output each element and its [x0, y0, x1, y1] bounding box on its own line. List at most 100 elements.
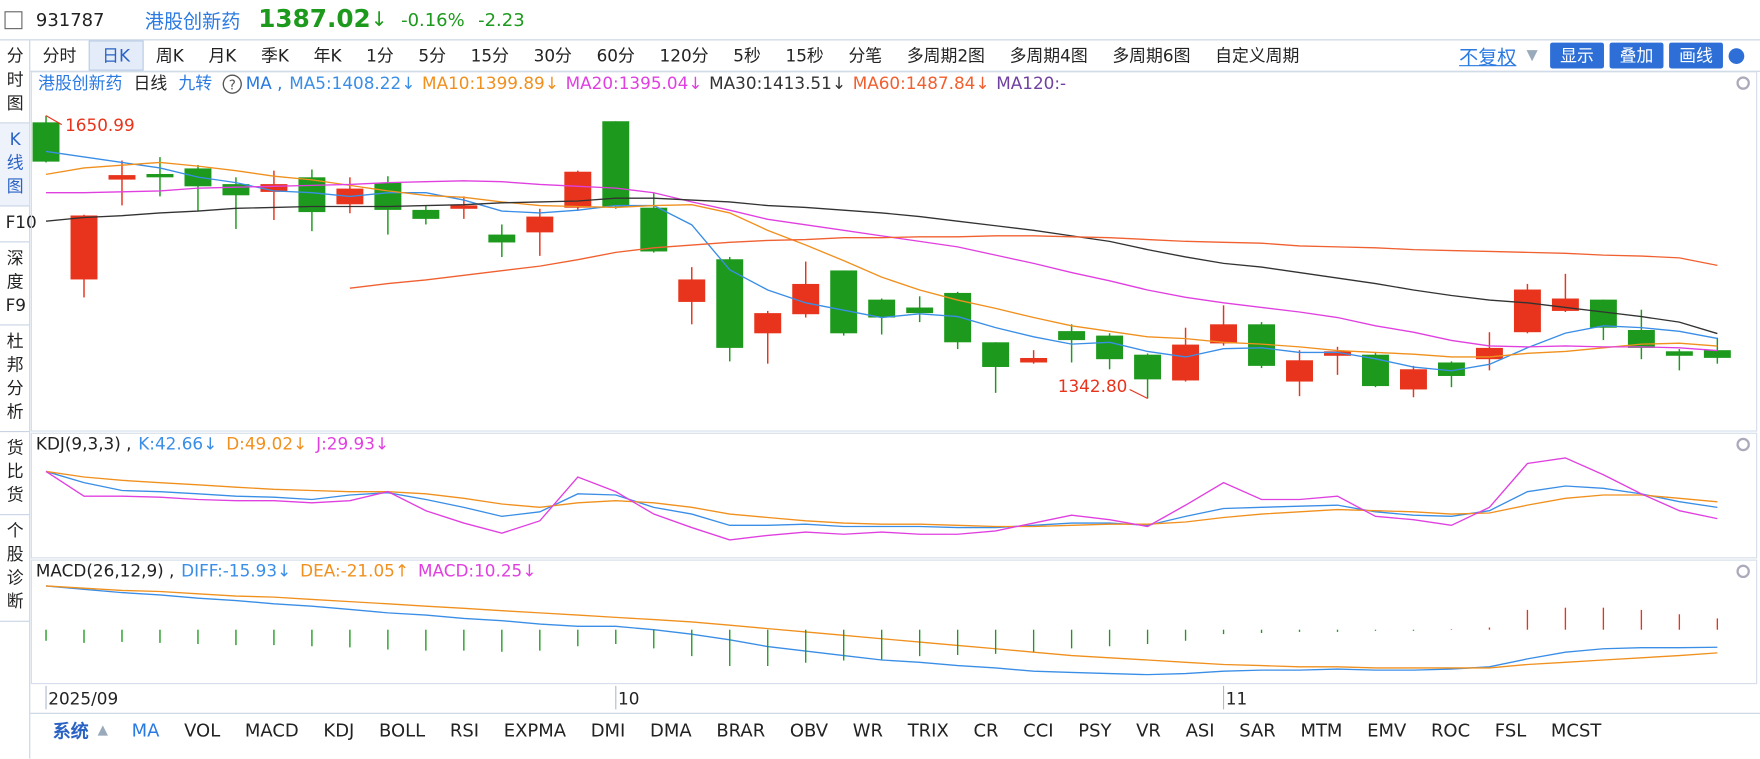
indicator-tab[interactable]: DMA: [650, 718, 692, 741]
indicator-tab[interactable]: DMI: [590, 718, 626, 741]
gear[interactable]: [1736, 437, 1750, 452]
toolbar-button[interactable]: 显示: [1550, 42, 1604, 69]
period-tab[interactable]: 分笔: [848, 46, 883, 67]
indicator-tab[interactable]: BRAR: [716, 718, 766, 741]
toolbar-button[interactable]: 画线: [1669, 42, 1723, 69]
indicator-tab[interactable]: TRIX: [907, 718, 949, 741]
indicator-line: [45, 197, 1718, 335]
legend-entry: DEA:-21.05↑: [300, 560, 409, 580]
indicator-tab[interactable]: PSY: [1078, 718, 1112, 741]
candle-body: [1172, 344, 1200, 381]
legend-entry: DIFF:-15.93↓: [181, 560, 291, 580]
macd-panel: [30, 559, 1758, 685]
period-tab[interactable]: 多周期4图: [1009, 46, 1088, 67]
candle-body: [1362, 354, 1389, 387]
period-tab[interactable]: 月K: [208, 46, 237, 67]
indicator-line: [349, 235, 1718, 289]
period-tab[interactable]: 120分: [659, 46, 709, 67]
chart-area: 港股创新药 日线 九转? MA , MA5:1408.22↓ MA10:1399.89↓ M…: [30, 71, 1758, 710]
period-tab[interactable]: 1分: [366, 46, 394, 67]
indicator-tab[interactable]: VR: [1136, 718, 1161, 741]
candle-body: [830, 270, 858, 334]
change-pct: -0.16%: [401, 8, 465, 31]
checkbox[interactable]: [4, 10, 23, 29]
sidebar-tab-label: 个股诊断: [6, 520, 24, 612]
candle-body: [488, 234, 516, 243]
period-tab[interactable]: 日K: [88, 40, 144, 71]
sidebar-tab-label: 杜邦分析: [6, 331, 24, 423]
candle-body: [526, 216, 554, 233]
candle-body: [868, 299, 896, 318]
candle-body: [678, 279, 706, 302]
period-tab[interactable]: 5分: [418, 46, 446, 67]
indicator-tab[interactable]: CR: [973, 718, 999, 741]
sidebar-tab[interactable]: K线图: [0, 123, 30, 207]
panel-title: MACD(26,12,9) ,: [36, 560, 175, 580]
legend-entry: MA20:1395.04↓: [566, 73, 703, 93]
candle-body: [260, 184, 288, 192]
gear[interactable]: [1736, 564, 1750, 579]
indicator-tab[interactable]: MA: [131, 718, 160, 741]
sidebar-tab[interactable]: 分时图: [0, 40, 30, 124]
candle-body: [1096, 335, 1124, 360]
indicator-tab[interactable]: KDJ: [323, 718, 355, 741]
help-icon: [222, 74, 242, 94]
kdj-panel: [30, 432, 1758, 559]
indicator-tab[interactable]: VOL: [184, 718, 221, 741]
indicator-tab[interactable]: EMV: [1367, 718, 1407, 741]
legend-entry: MACD:10.25↓: [418, 560, 536, 580]
indicator-tab[interactable]: SAR: [1239, 718, 1276, 741]
stock-name: 港股创新药: [144, 11, 241, 34]
sidebar-tab[interactable]: F10: [0, 207, 37, 243]
candle-body: [1665, 351, 1693, 356]
period-tab[interactable]: 多周期6图: [1112, 46, 1191, 67]
period-tab[interactable]: 年K: [313, 46, 342, 67]
period-tab[interactable]: 自定义周期: [1215, 46, 1300, 67]
legend-entry: D:49.02↓: [226, 433, 307, 453]
period-tab[interactable]: 5秒: [733, 46, 761, 67]
candle-body: [1020, 357, 1048, 363]
annotation-leader: [1129, 388, 1148, 399]
period-tab[interactable]: 60分: [596, 46, 635, 67]
sidebar-tab[interactable]: 深度F9: [0, 242, 30, 326]
indicator-tab[interactable]: ASI: [1185, 718, 1215, 741]
refresh-icon[interactable]: [1728, 47, 1745, 64]
gear[interactable]: [1736, 76, 1750, 90]
indicator-tab[interactable]: WR: [852, 718, 883, 741]
period-tab[interactable]: 15秒: [785, 46, 824, 67]
indicator-line: [45, 470, 1718, 528]
x-tick-label: 10: [618, 688, 639, 708]
period-tab[interactable]: 周K: [155, 46, 184, 67]
candle-body: [412, 209, 440, 219]
sidebar: 分时图 K线图 F10 深度F9 杜邦分析货比货个股诊断: [0, 40, 37, 759]
sidebar-tab[interactable]: 杜邦分析: [0, 326, 30, 433]
indicator-tab[interactable]: FSL: [1494, 718, 1527, 741]
candle-body: [1210, 324, 1238, 344]
indicator-tab[interactable]: RSI: [449, 718, 480, 741]
legend-entry: MA120:-: [996, 73, 1066, 93]
indicator-tab[interactable]: EXPMA: [503, 718, 567, 741]
period-tab[interactable]: 季K: [261, 46, 289, 67]
period-tab[interactable]: 多周期2图: [906, 46, 985, 67]
dropdown-arrow[interactable]: ▼: [1526, 47, 1538, 64]
indicator-tab[interactable]: OBV: [789, 718, 829, 741]
indicator-tab[interactable]: MCST: [1550, 718, 1602, 741]
period-tab[interactable]: 30分: [533, 46, 572, 67]
period-tab[interactable]: 15分: [470, 46, 509, 67]
indicator-tab[interactable]: BOLL: [379, 718, 426, 741]
indicator-tab[interactable]: ROC: [1430, 718, 1471, 741]
system-arrow[interactable]: ▲: [97, 721, 109, 738]
indicator-tab[interactable]: MACD: [244, 718, 299, 741]
toolbar-button[interactable]: 叠加: [1609, 42, 1664, 69]
sidebar-tab[interactable]: 货比货: [0, 432, 30, 516]
candle-body: [944, 292, 972, 343]
adjust-select[interactable]: 不复权: [1459, 47, 1517, 70]
sidebar-tab[interactable]: 个股诊断: [0, 515, 30, 622]
period-tab[interactable]: 分时: [42, 46, 77, 67]
legend-ma: MA ,: [246, 73, 283, 93]
indicator-tab[interactable]: MTM: [1300, 718, 1343, 741]
system-tab[interactable]: 系统: [52, 720, 89, 742]
indicator-tab[interactable]: CCI: [1023, 718, 1054, 741]
candle-body: [716, 259, 744, 348]
